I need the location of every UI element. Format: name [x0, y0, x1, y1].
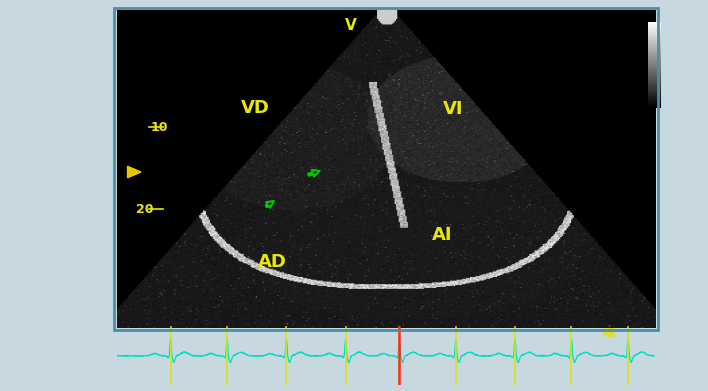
Text: 65
HR: 65 HR [602, 312, 617, 340]
Polygon shape [127, 166, 141, 178]
Text: VI: VI [443, 100, 463, 118]
Text: AD: AD [258, 253, 287, 271]
Text: VD: VD [241, 99, 269, 117]
Text: 10: 10 [151, 120, 168, 134]
Text: V: V [345, 18, 356, 33]
Text: 20: 20 [137, 203, 154, 216]
Text: AI: AI [433, 226, 452, 244]
